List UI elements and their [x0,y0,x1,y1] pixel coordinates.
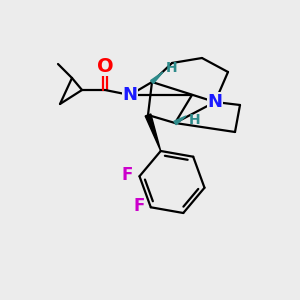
Text: N: N [122,86,137,104]
Polygon shape [174,116,186,125]
Text: F: F [122,166,133,184]
Text: O: O [97,56,113,76]
Text: N: N [208,93,223,111]
Polygon shape [151,72,163,83]
Text: F: F [133,197,145,215]
Polygon shape [145,114,161,151]
Text: H: H [189,113,201,127]
Text: H: H [166,61,178,75]
